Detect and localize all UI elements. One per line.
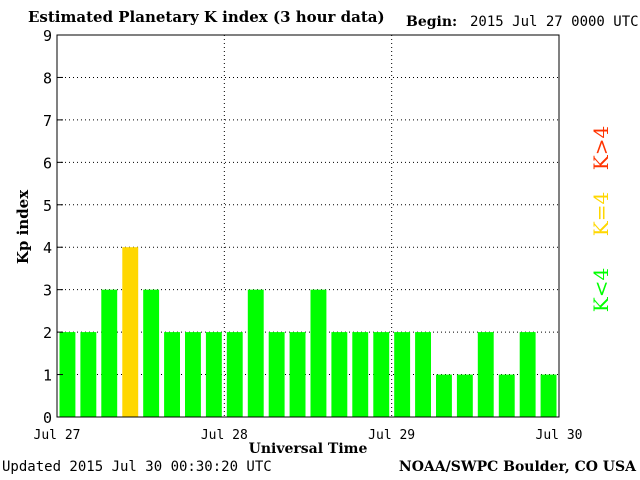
kp-bar [205, 332, 222, 417]
kp-bar [456, 374, 473, 417]
kp-bar [436, 374, 452, 417]
kp-bar [143, 289, 160, 417]
kp-bar [519, 332, 536, 417]
y-tick-label: 0 [43, 409, 52, 427]
y-tick-label: 1 [43, 367, 52, 385]
kp-bar [185, 332, 201, 417]
kp-bar [80, 332, 97, 417]
kp-bar [247, 289, 264, 417]
kp-bar [498, 374, 515, 417]
y-axis-label: Kp index [14, 189, 32, 264]
kp-bar [394, 332, 411, 417]
begin-value: 2015 Jul 27 0000 UTC [470, 14, 639, 30]
kp-bar [540, 374, 557, 417]
source-credit: NOAA/SWPC Boulder, CO USA [398, 459, 636, 475]
y-tick-label: 6 [43, 154, 52, 172]
x-tick-label: Jul 30 [536, 428, 583, 443]
kp-bar [289, 332, 306, 417]
x-tick-label: Jul 27 [34, 428, 81, 443]
y-tick-label: 8 [43, 69, 52, 87]
kp-bar [164, 332, 180, 417]
x-axis-ticks: Jul 27 Jul 28 Jul 29 Jul 30 [34, 428, 583, 443]
kp-bar [226, 332, 243, 417]
y-tick-label: 9 [43, 27, 52, 45]
x-tick-label: Jul 28 [201, 428, 248, 443]
x-tick-label: Jul 29 [368, 428, 415, 443]
x-axis-label: Universal Time [249, 441, 368, 457]
y-tick-label: 4 [43, 239, 52, 257]
legend-k-equal: K=4 [589, 192, 613, 236]
kp-bar [477, 332, 494, 417]
y-tick-label: 2 [43, 324, 52, 342]
kp-bar [268, 332, 285, 417]
kp-bar [352, 332, 369, 417]
y-tick-label: 7 [43, 112, 52, 130]
kp-bar [122, 247, 139, 417]
legend-k-high: K>4 [589, 126, 613, 170]
bars [59, 247, 557, 417]
plot-frame [56, 34, 560, 418]
chart-title: Estimated Planetary K index (3 hour data… [28, 8, 385, 26]
kp-bar [59, 332, 76, 417]
y-tick-label: 3 [43, 282, 52, 300]
kp-bar [415, 332, 431, 417]
kp-bar [373, 332, 390, 417]
updated-timestamp: Updated 2015 Jul 30 00:30:20 UTC [2, 459, 272, 475]
kp-bar [101, 289, 118, 417]
kp-bar [310, 289, 327, 417]
kp-bar [331, 332, 348, 417]
legend-k-low: K<4 [589, 268, 613, 312]
y-axis-ticks: 0 1 2 3 4 5 6 7 8 9 [43, 27, 63, 427]
begin-label: Begin: [406, 14, 458, 30]
y-tick-label: 5 [43, 197, 52, 215]
